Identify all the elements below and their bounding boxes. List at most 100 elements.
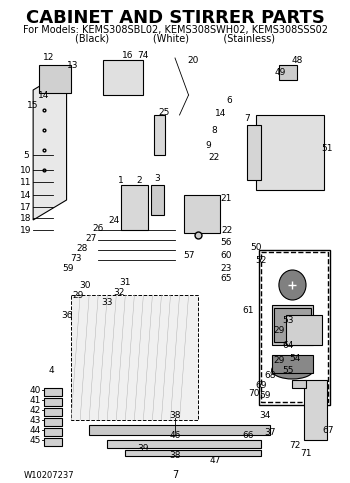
Text: 43: 43 <box>29 415 41 425</box>
Text: 48: 48 <box>291 56 303 65</box>
Text: 55: 55 <box>282 366 294 374</box>
Text: 15: 15 <box>27 100 39 110</box>
Text: 17: 17 <box>20 202 32 212</box>
Text: 12: 12 <box>43 53 54 61</box>
Text: 54: 54 <box>289 354 301 363</box>
Text: 59: 59 <box>63 264 74 272</box>
Text: 14: 14 <box>20 190 32 199</box>
Text: 9: 9 <box>205 141 211 150</box>
Text: 21: 21 <box>221 194 232 202</box>
Text: 44: 44 <box>29 426 41 435</box>
Bar <box>261 252 328 402</box>
Bar <box>44 408 62 416</box>
Bar <box>259 250 329 405</box>
Text: 73: 73 <box>70 254 81 262</box>
Text: 16: 16 <box>122 51 134 59</box>
Text: 4: 4 <box>48 366 54 374</box>
Text: 32: 32 <box>113 287 125 297</box>
Text: 3: 3 <box>154 173 160 183</box>
Text: 64: 64 <box>282 341 294 350</box>
Text: 57: 57 <box>183 251 194 259</box>
Text: 67: 67 <box>323 426 334 435</box>
Text: 38: 38 <box>169 411 181 420</box>
Bar <box>247 125 261 180</box>
Text: 22: 22 <box>208 153 219 161</box>
Text: 31: 31 <box>120 278 131 286</box>
Bar <box>44 418 62 426</box>
Text: 46: 46 <box>169 430 181 440</box>
Text: 29: 29 <box>273 326 285 335</box>
Text: 66: 66 <box>243 430 254 440</box>
Text: For Models: KEMS308SBL02, KEMS308SWH02, KEMS308SSS02: For Models: KEMS308SBL02, KEMS308SWH02, … <box>22 25 328 35</box>
Bar <box>184 195 220 233</box>
Text: 60: 60 <box>221 251 232 259</box>
Text: 29: 29 <box>273 355 285 365</box>
Text: CABINET AND STIRRER PARTS: CABINET AND STIRRER PARTS <box>26 9 324 27</box>
Text: 38: 38 <box>169 451 181 459</box>
Bar <box>107 440 261 448</box>
Text: 47: 47 <box>210 455 221 465</box>
Bar <box>150 185 164 215</box>
Text: 19: 19 <box>20 226 32 235</box>
Text: 51: 51 <box>321 143 332 153</box>
Bar <box>44 398 62 406</box>
Text: 59: 59 <box>260 390 271 399</box>
Bar <box>103 60 144 95</box>
Text: 14: 14 <box>215 109 226 117</box>
Bar <box>274 308 310 342</box>
Bar <box>44 428 62 436</box>
Text: W10207237: W10207237 <box>24 470 75 480</box>
Bar <box>279 65 297 80</box>
Ellipse shape <box>272 361 313 379</box>
Bar <box>256 115 324 190</box>
Polygon shape <box>71 295 198 420</box>
Bar <box>121 185 148 230</box>
Text: 7: 7 <box>172 470 178 480</box>
Text: 18: 18 <box>20 213 32 223</box>
Text: 37: 37 <box>264 427 276 437</box>
Text: 11: 11 <box>20 177 32 186</box>
Text: 34: 34 <box>260 411 271 420</box>
Text: 10: 10 <box>20 166 32 174</box>
Bar <box>293 380 306 388</box>
Bar <box>44 438 62 446</box>
Text: 29: 29 <box>73 290 84 299</box>
Bar <box>154 115 165 155</box>
Text: 65: 65 <box>221 273 232 283</box>
Text: 23: 23 <box>221 264 232 272</box>
Bar <box>272 355 313 373</box>
Text: 25: 25 <box>159 108 170 116</box>
Bar <box>89 425 270 435</box>
Text: 69: 69 <box>255 381 267 389</box>
Text: 8: 8 <box>211 126 217 134</box>
Bar <box>272 305 313 345</box>
Text: 14: 14 <box>38 90 50 99</box>
Text: 13: 13 <box>67 60 79 70</box>
Text: 41: 41 <box>29 396 41 404</box>
Text: 28: 28 <box>76 243 88 253</box>
Text: 71: 71 <box>300 449 312 457</box>
Text: 52: 52 <box>255 256 267 265</box>
Text: 2: 2 <box>136 175 142 185</box>
Text: 74: 74 <box>138 51 149 59</box>
Text: 42: 42 <box>29 406 41 414</box>
Text: 5: 5 <box>23 151 29 159</box>
Text: 56: 56 <box>221 238 232 246</box>
Text: 1: 1 <box>118 175 124 185</box>
Bar <box>286 315 322 345</box>
Text: 26: 26 <box>92 224 104 232</box>
Bar <box>125 450 261 456</box>
Text: 33: 33 <box>102 298 113 307</box>
Text: 24: 24 <box>109 215 120 225</box>
Text: 22: 22 <box>221 226 232 235</box>
Text: 40: 40 <box>29 385 41 395</box>
Bar <box>304 380 327 440</box>
Text: 30: 30 <box>79 281 90 289</box>
Text: (Black)              (White)           (Stainless): (Black) (White) (Stainless) <box>75 33 275 43</box>
Bar <box>44 388 62 396</box>
Text: 20: 20 <box>187 56 199 65</box>
Text: 53: 53 <box>282 315 294 325</box>
Polygon shape <box>33 70 66 220</box>
Text: 49: 49 <box>275 68 286 76</box>
Text: 27: 27 <box>85 233 97 242</box>
